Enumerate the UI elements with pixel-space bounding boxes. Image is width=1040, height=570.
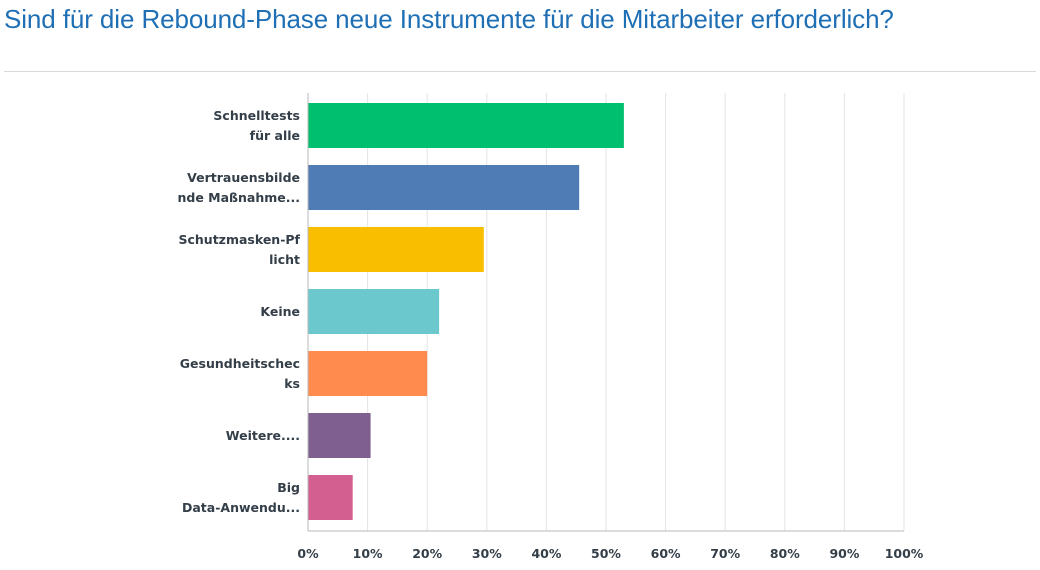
axes [307, 93, 904, 532]
x-tick-label: 20% [412, 546, 442, 561]
bar [308, 103, 624, 148]
bar [308, 413, 371, 458]
category-label: Gesundheitschec [180, 356, 300, 371]
title-divider [4, 71, 1036, 72]
grid-lines [367, 93, 905, 531]
x-tick-label: 90% [829, 546, 859, 561]
bar [308, 227, 484, 272]
category-label: Big [277, 480, 300, 495]
bar [308, 475, 353, 520]
category-label: ks [284, 376, 300, 391]
category-label: für alle [250, 128, 300, 143]
x-tick-label: 70% [710, 546, 740, 561]
category-label: Vertrauensbilde [187, 170, 300, 185]
x-tick-label: 80% [770, 546, 800, 561]
category-label: Keine [260, 304, 300, 319]
x-tick-label: 10% [353, 546, 383, 561]
x-tick-label: 0% [297, 546, 319, 561]
x-tick-label: 100% [885, 546, 924, 561]
x-tick-label: 30% [472, 546, 502, 561]
bars [308, 103, 624, 520]
category-labels: Schnelltests für alle Vertrauensbilde nde M… [177, 108, 300, 515]
x-tick-label: 50% [591, 546, 621, 561]
category-label: nde Maßnahme... [177, 190, 300, 205]
bar [308, 289, 440, 334]
chart-title: Sind für die Rebound-Phase neue Instrume… [4, 4, 894, 34]
category-label: Weitere.... [226, 428, 300, 443]
category-label: licht [269, 252, 300, 267]
category-label: Data-Anwendu... [182, 500, 300, 515]
x-tick-label: 60% [651, 546, 681, 561]
bar [308, 351, 428, 396]
x-tick-label: 40% [531, 546, 561, 561]
category-label: Schnelltests [213, 108, 300, 123]
category-label: Schutzmasken-Pf [178, 232, 300, 247]
bar [308, 165, 580, 210]
x-tick-labels: 0% 10% 20% 30% 40% 50% 60% 70% 80% 90% 100% [297, 546, 923, 561]
